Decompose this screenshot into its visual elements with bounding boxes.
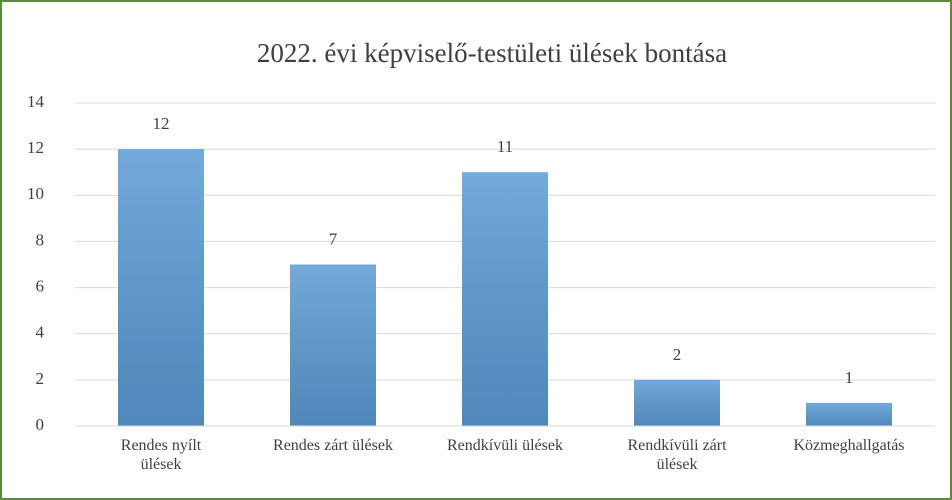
data-label: 1 xyxy=(845,368,854,387)
x-tick-label: Rendkívüli zárt ülések xyxy=(627,437,727,473)
bar-shade xyxy=(634,379,720,426)
data-label: 7 xyxy=(329,229,338,248)
y-tick-label: 10 xyxy=(27,184,44,203)
y-tick-label: 6 xyxy=(36,276,45,295)
bar-shade xyxy=(290,264,376,426)
x-tick-label: Rendes nyílt ülések xyxy=(120,437,202,473)
y-tick-label: 0 xyxy=(36,415,45,434)
data-label: 11 xyxy=(497,137,513,156)
x-tick-label: Rendes zárt ülések xyxy=(273,437,393,454)
y-tick-label: 2 xyxy=(36,369,45,388)
bar-shade xyxy=(118,149,204,426)
data-label: 12 xyxy=(153,114,170,133)
bar-shade xyxy=(462,172,548,426)
y-tick-label: 4 xyxy=(36,323,45,342)
x-tick-label: Rendkívüli ülések xyxy=(447,437,563,454)
data-label: 2 xyxy=(673,345,682,364)
bar-shade xyxy=(806,402,892,426)
chart-title: 2022. évi képviselő-testületi ülések bon… xyxy=(257,38,727,68)
x-tick-label: Közmeghallgatás xyxy=(793,437,905,454)
y-tick-label: 14 xyxy=(27,92,45,111)
y-tick-label: 12 xyxy=(27,138,44,157)
y-tick-label: 8 xyxy=(36,230,45,249)
